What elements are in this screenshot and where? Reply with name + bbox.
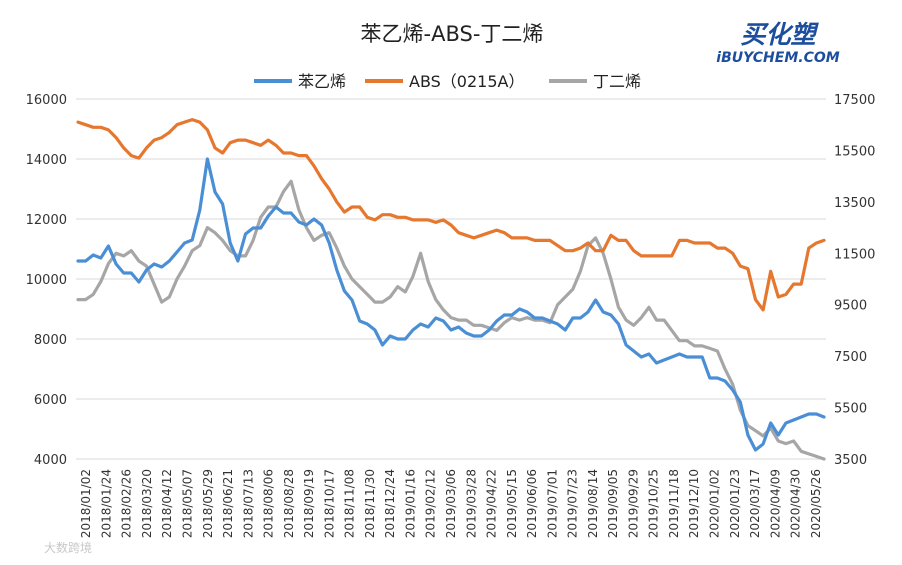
x-tick-label: 2020/04/09	[768, 469, 782, 538]
x-tick-label: 2018/01/24	[99, 469, 113, 538]
x-tick-label: 2019/01/16	[403, 469, 417, 538]
x-axis: 2018/01/02 2018/01/24 2018/02/26 2018/03/20…	[79, 469, 823, 538]
x-tick-label: 2018/11/08	[343, 469, 357, 538]
x-tick-label: 2018/08/28	[282, 469, 296, 538]
y-right-tick-label: 3500	[834, 453, 867, 468]
series-line-abs	[76, 117, 826, 312]
y-left-tick-label: 12000	[26, 213, 67, 228]
y-left-tick-label: 6000	[34, 393, 67, 408]
x-tick-label: 2018/11/30	[363, 469, 377, 538]
y-left-tick-label: 4000	[34, 453, 67, 468]
y-left-tick-label: 16000	[26, 93, 67, 108]
series-line-butadiene	[76, 179, 826, 461]
y-right-tick-label: 17500	[834, 93, 875, 108]
x-tick-label: 2018/02/26	[120, 469, 134, 538]
y-right-tick-label: 11500	[834, 247, 875, 262]
x-tick-label: 2020/01/23	[728, 469, 742, 538]
series-line-styrene	[76, 157, 826, 452]
y-right-tick-label: 13500	[834, 196, 875, 211]
legend-label-abs: ABS（0215A）	[409, 72, 524, 91]
x-tick-label: 2020/03/17	[748, 469, 762, 538]
x-tick-label: 2018/05/29	[201, 469, 215, 538]
legend-label-styrene: 苯乙烯	[298, 72, 346, 91]
logo-domain: iBUYCHEM.COM	[716, 50, 839, 66]
y-right-tick-label: 15500	[834, 144, 875, 159]
y-left-tick-label: 14000	[26, 153, 67, 168]
x-tick-label: 2020/04/30	[789, 469, 803, 538]
x-tick-label: 2018/09/19	[302, 469, 316, 538]
y-right-tick-label: 7500	[834, 350, 867, 365]
legend: 苯乙烯 ABS（0215A） 丁二烯	[254, 72, 641, 91]
x-tick-label: 2018/08/06	[262, 469, 276, 538]
y-axis-left: 4000 6000 8000 10000 12000 14000 16000	[26, 93, 67, 468]
chart-title: 苯乙烯-ABS-丁二烯	[361, 22, 544, 46]
x-tick-label: 2020/01/02	[708, 469, 722, 538]
x-tick-label: 2019/09/05	[606, 469, 620, 538]
x-tick-label: 2020/05/26	[809, 469, 823, 538]
y-right-tick-label: 9500	[834, 299, 867, 314]
x-tick-label: 2018/10/17	[322, 469, 336, 538]
legend-label-butadiene: 丁二烯	[593, 72, 641, 91]
x-tick-label: 2019/07/01	[545, 469, 559, 538]
y-left-tick-label: 10000	[26, 273, 67, 288]
logo: 买化塑 iBUYCHEM.COM	[716, 20, 839, 66]
y-axis-right: 3500 5500 7500 9500 11500 13500 15500 17500	[834, 93, 875, 468]
plot-area	[76, 117, 826, 461]
x-tick-label: 2019/02/12	[424, 469, 438, 538]
x-tick-label: 2019/10/25	[647, 469, 661, 538]
x-tick-label: 2018/04/12	[160, 469, 174, 538]
x-tick-label: 2018/07/13	[241, 469, 255, 538]
x-tick-label: 2019/04/22	[485, 469, 499, 538]
x-tick-label: 2019/09/29	[626, 469, 640, 538]
x-tick-label: 2018/12/24	[383, 469, 397, 538]
x-tick-label: 2019/12/10	[687, 469, 701, 538]
gridlines	[76, 98, 826, 460]
y-left-tick-label: 8000	[34, 333, 67, 348]
y-right-tick-label: 5500	[834, 402, 867, 417]
x-tick-label: 2019/11/18	[667, 469, 681, 538]
x-tick-label: 2019/03/28	[464, 469, 478, 538]
x-tick-label: 2018/01/02	[79, 469, 93, 538]
x-tick-label: 2019/05/15	[505, 469, 519, 538]
logo-text: 买化塑	[740, 20, 819, 49]
x-tick-label: 2019/08/14	[586, 469, 600, 538]
x-tick-label: 2018/06/21	[221, 469, 235, 538]
x-tick-label: 2018/05/07	[180, 469, 194, 538]
x-tick-label: 2019/06/06	[525, 469, 539, 538]
x-tick-label: 2019/03/06	[444, 469, 458, 538]
x-tick-label: 2018/03/20	[140, 469, 154, 538]
x-tick-label: 2019/07/23	[566, 469, 580, 538]
watermark: 大数跨境	[44, 540, 92, 555]
